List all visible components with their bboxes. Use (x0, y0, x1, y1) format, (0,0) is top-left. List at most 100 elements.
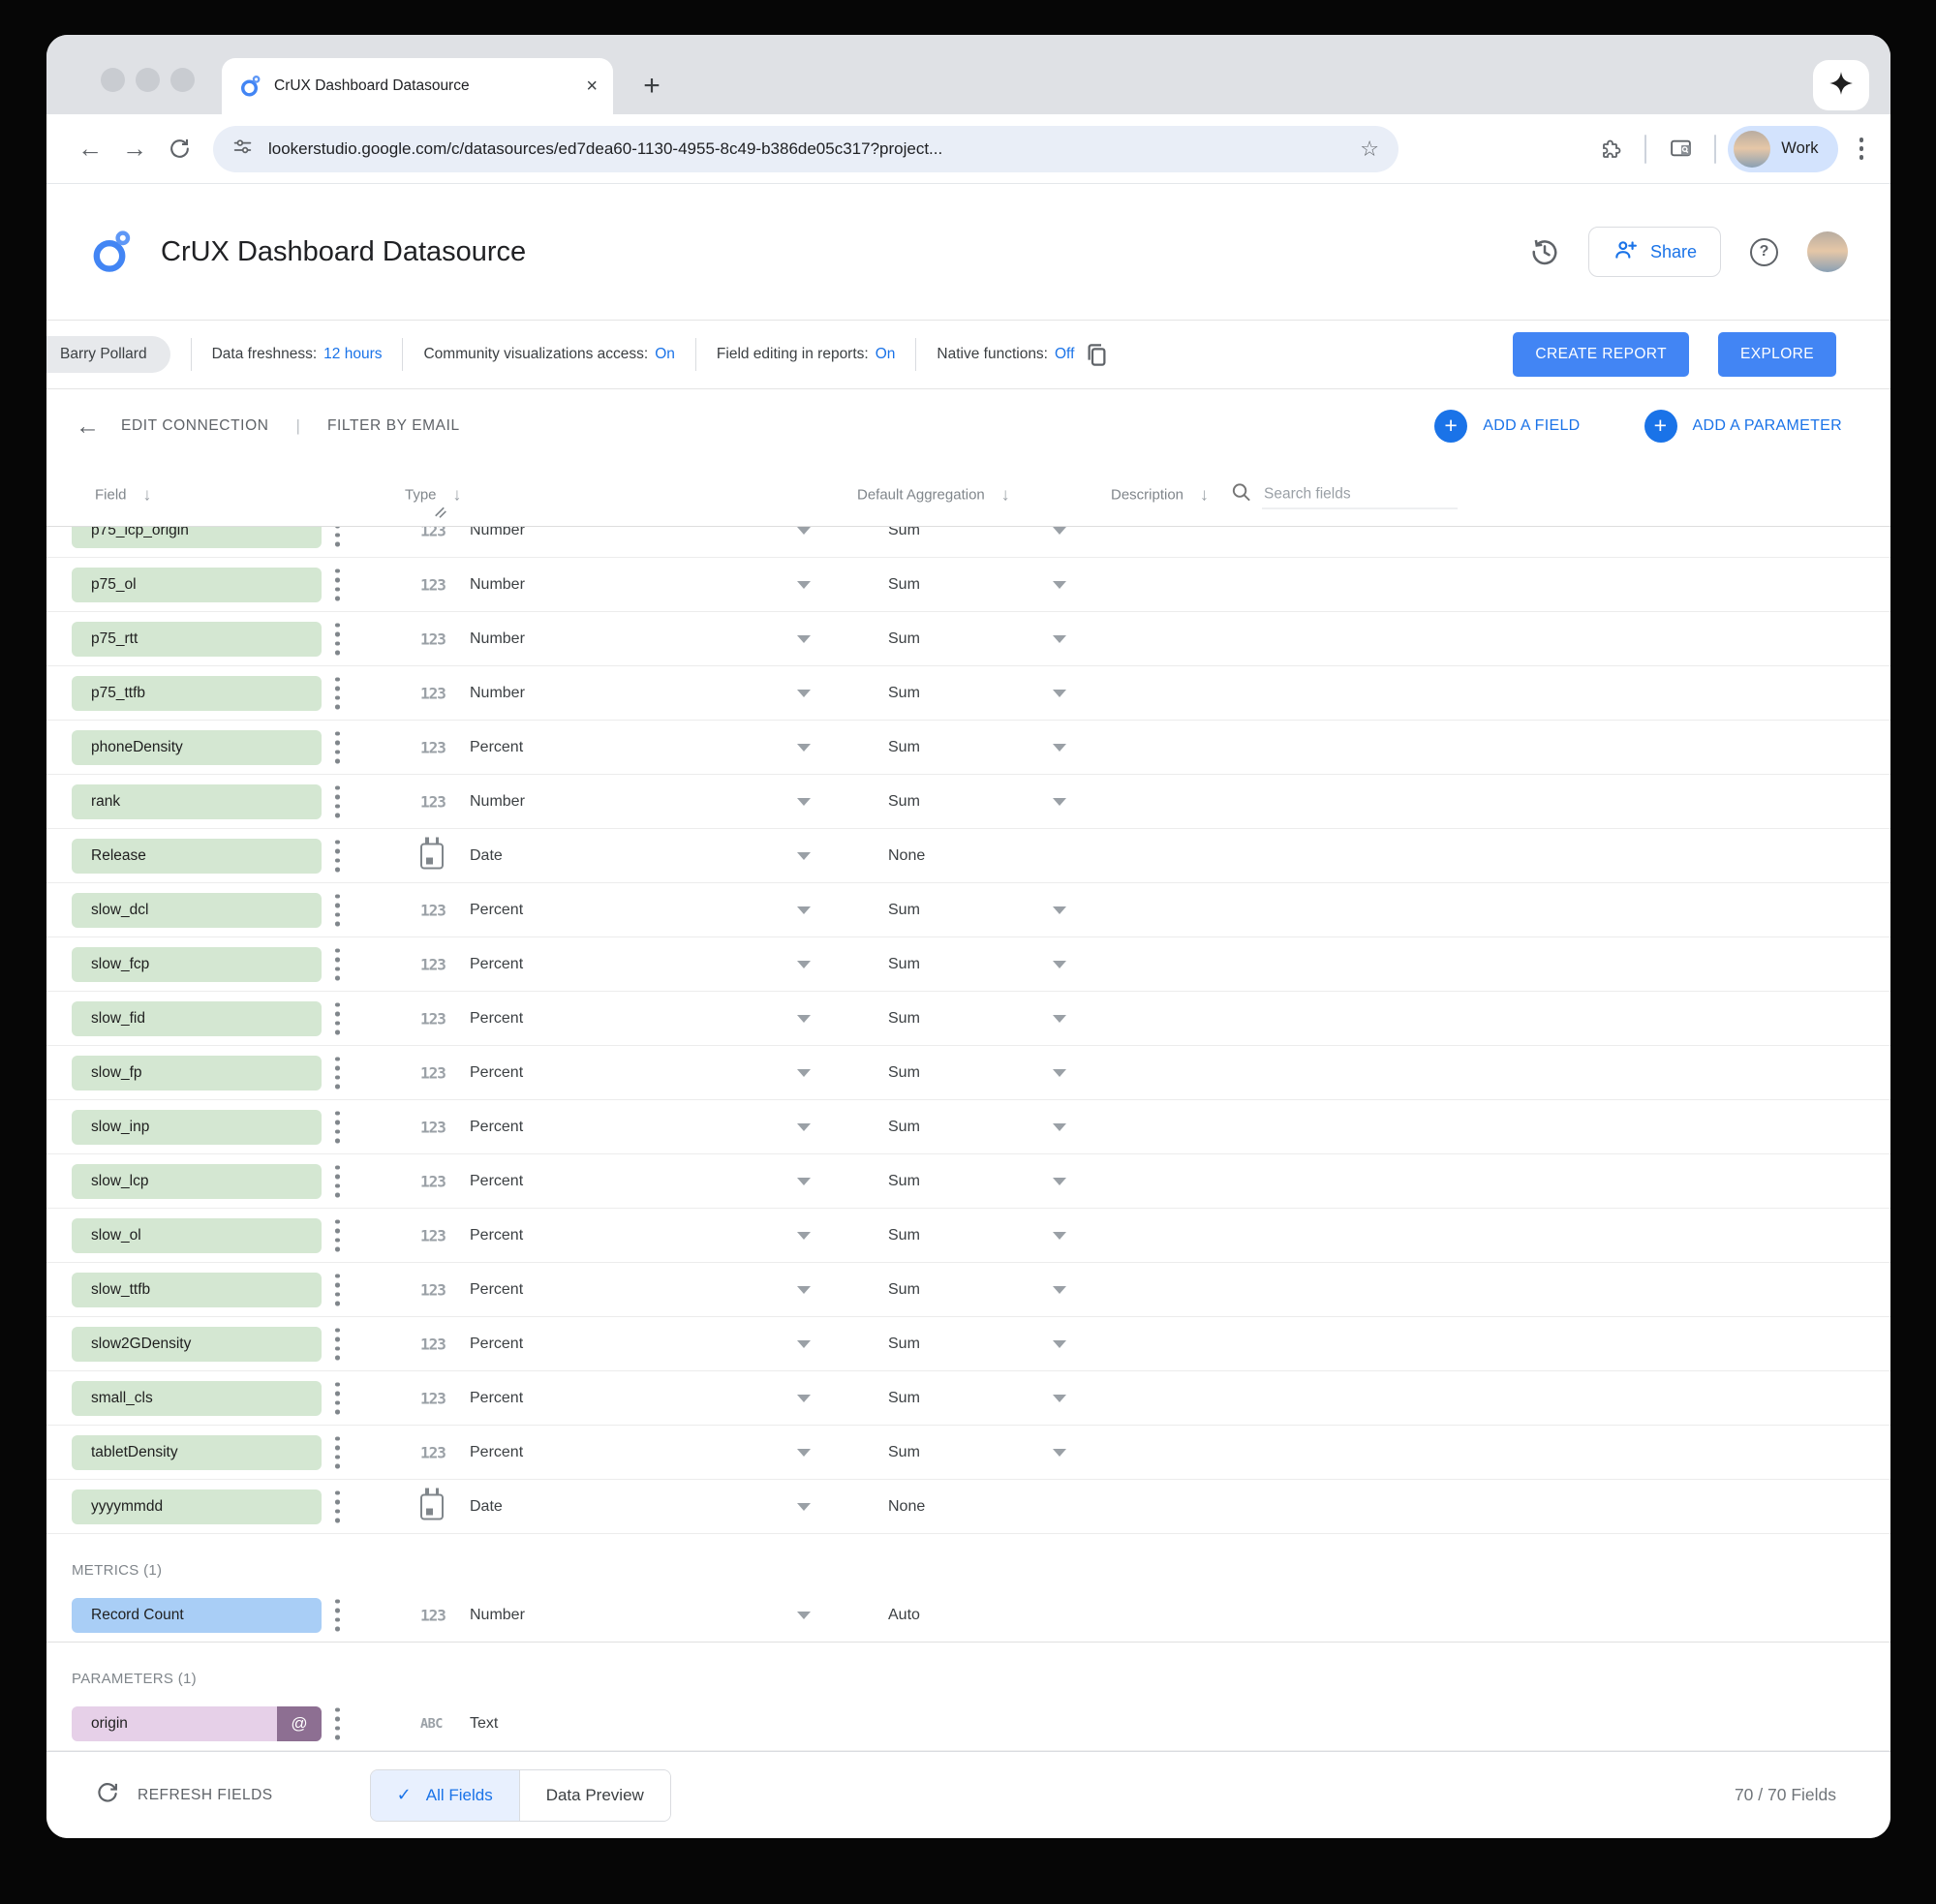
chevron-down-icon[interactable] (797, 960, 811, 968)
field-type-select[interactable]: Number (470, 1588, 811, 1642)
chevron-down-icon[interactable] (797, 851, 811, 860)
field-name-pill[interactable]: slow_dcl (72, 893, 322, 928)
chevron-down-icon[interactable] (797, 743, 811, 752)
field-menu-icon[interactable] (331, 998, 344, 1038)
bookmark-star-icon[interactable]: ☆ (1360, 136, 1379, 161)
refresh-fields-button[interactable]: REFRESH FIELDS (95, 1780, 273, 1810)
field-menu-icon[interactable] (331, 1215, 344, 1255)
field-type-select[interactable]: Number (470, 612, 811, 665)
sort-descending-icon[interactable]: ↓ (1200, 484, 1210, 504)
field-aggregation-select[interactable]: Sum (888, 1371, 1066, 1425)
help-icon[interactable]: ? (1750, 237, 1778, 266)
field-menu-icon[interactable] (331, 1595, 344, 1635)
reload-button[interactable] (157, 127, 201, 171)
add-parameter-button[interactable]: + ADD A PARAMETER (1644, 410, 1842, 443)
field-type-select[interactable]: Percent (470, 1046, 811, 1099)
field-aggregation-select[interactable]: Sum (888, 666, 1066, 720)
chevron-down-icon[interactable] (797, 1177, 811, 1185)
filter-by-email-button[interactable]: FILTER BY EMAIL (326, 417, 460, 434)
field-aggregation-select[interactable]: Sum (888, 612, 1066, 665)
tab-close-icon[interactable]: × (586, 76, 598, 97)
field-menu-icon[interactable] (331, 619, 344, 659)
data-preview-tab[interactable]: Data Preview (518, 1769, 670, 1821)
create-report-button[interactable]: CREATE REPORT (1513, 332, 1689, 377)
field-type-select[interactable]: Date (470, 1480, 811, 1533)
chevron-down-icon[interactable] (1053, 1448, 1066, 1457)
field-name-pill[interactable]: slow_fp (72, 1056, 322, 1090)
field-type-select[interactable]: Number (470, 775, 811, 828)
field-menu-icon[interactable] (331, 727, 344, 767)
chevron-down-icon[interactable] (1053, 797, 1066, 806)
profile-chip[interactable]: Work (1728, 125, 1838, 172)
field-name-pill[interactable]: p75_lcp_origin (72, 527, 322, 548)
window-minimize-button[interactable] (136, 68, 160, 92)
search-side-panel-icon[interactable] (1658, 127, 1703, 171)
chevron-down-icon[interactable] (1053, 1339, 1066, 1348)
window-close-button[interactable] (101, 68, 125, 92)
field-type-select[interactable]: Number (470, 558, 811, 611)
field-name-pill[interactable]: small_cls (72, 1381, 322, 1416)
field-type-select[interactable]: Percent (470, 1317, 811, 1370)
column-header-aggregation[interactable]: Default Aggregation (857, 486, 985, 503)
chevron-down-icon[interactable] (1053, 634, 1066, 643)
field-name-pill[interactable]: slow2GDensity (72, 1327, 322, 1362)
field-aggregation-select[interactable]: Auto (888, 1606, 920, 1623)
chevron-down-icon[interactable] (797, 1231, 811, 1240)
chevron-down-icon[interactable] (1053, 527, 1066, 535)
sparkle-button[interactable] (1813, 60, 1869, 110)
field-menu-icon[interactable] (331, 1432, 344, 1472)
forward-button[interactable]: → (122, 134, 147, 163)
field-type-select[interactable]: Percent (470, 721, 811, 774)
field-type-select[interactable]: Date (470, 829, 811, 882)
field-name-pill[interactable]: p75_ttfb (72, 676, 322, 711)
copy-icon[interactable] (1084, 342, 1110, 368)
field-aggregation-select[interactable]: Sum (888, 883, 1066, 937)
field-name-pill[interactable]: Record Count (72, 1598, 322, 1633)
field-name-pill[interactable]: slow_fcp (72, 947, 322, 982)
chevron-down-icon[interactable] (797, 797, 811, 806)
field-type-select[interactable]: Percent (470, 1100, 811, 1153)
field-name-pill[interactable]: yyyymmdd (72, 1489, 322, 1524)
field-name-pill[interactable]: p75_rtt (72, 622, 322, 657)
extensions-icon[interactable] (1588, 127, 1633, 171)
field-aggregation-select[interactable]: Sum (888, 1209, 1066, 1262)
native-functions-setting[interactable]: Native functions: Off (937, 346, 1075, 362)
field-type-select[interactable]: Percent (470, 992, 811, 1045)
field-aggregation-select[interactable]: None (888, 846, 926, 864)
field-name-pill[interactable]: Release (72, 839, 322, 874)
chevron-down-icon[interactable] (1053, 1122, 1066, 1131)
field-aggregation-select[interactable]: Sum (888, 527, 1066, 557)
chevron-down-icon[interactable] (1053, 1231, 1066, 1240)
field-aggregation-select[interactable]: Sum (888, 1046, 1066, 1099)
field-menu-icon[interactable] (331, 1270, 344, 1309)
site-settings-icon[interactable] (232, 137, 253, 162)
field-menu-icon[interactable] (331, 527, 344, 550)
field-menu-icon[interactable] (331, 782, 344, 821)
field-menu-icon[interactable] (331, 890, 344, 930)
chevron-down-icon[interactable] (797, 580, 811, 589)
field-name-pill[interactable]: slow_inp (72, 1110, 322, 1145)
version-history-icon[interactable] (1530, 237, 1559, 266)
field-type-select[interactable]: Text (470, 1714, 499, 1732)
sort-descending-icon[interactable]: ↓ (142, 484, 152, 504)
chevron-down-icon[interactable] (1053, 1068, 1066, 1077)
field-menu-icon[interactable] (331, 1161, 344, 1201)
field-name-pill[interactable]: slow_lcp (72, 1164, 322, 1199)
chevron-down-icon[interactable] (797, 1068, 811, 1077)
field-name-pill[interactable]: slow_fid (72, 1001, 322, 1036)
user-avatar[interactable] (1807, 231, 1848, 272)
chevron-down-icon[interactable] (1053, 1394, 1066, 1402)
field-aggregation-select[interactable]: Sum (888, 1263, 1066, 1316)
community-visualizations-setting[interactable]: Community visualizations access: On (423, 346, 675, 362)
field-menu-icon[interactable] (331, 836, 344, 875)
field-type-select[interactable]: Percent (470, 1154, 811, 1208)
chevron-down-icon[interactable] (1053, 689, 1066, 697)
chevron-down-icon[interactable] (1053, 1285, 1066, 1294)
field-menu-icon[interactable] (331, 1107, 344, 1147)
chevron-down-icon[interactable] (1053, 1177, 1066, 1185)
field-type-select[interactable]: Percent (470, 883, 811, 937)
field-type-select[interactable]: Percent (470, 1426, 811, 1479)
sort-descending-icon[interactable]: ↓ (452, 484, 462, 504)
chevron-down-icon[interactable] (797, 1394, 811, 1402)
sort-descending-icon[interactable]: ↓ (1000, 484, 1010, 504)
